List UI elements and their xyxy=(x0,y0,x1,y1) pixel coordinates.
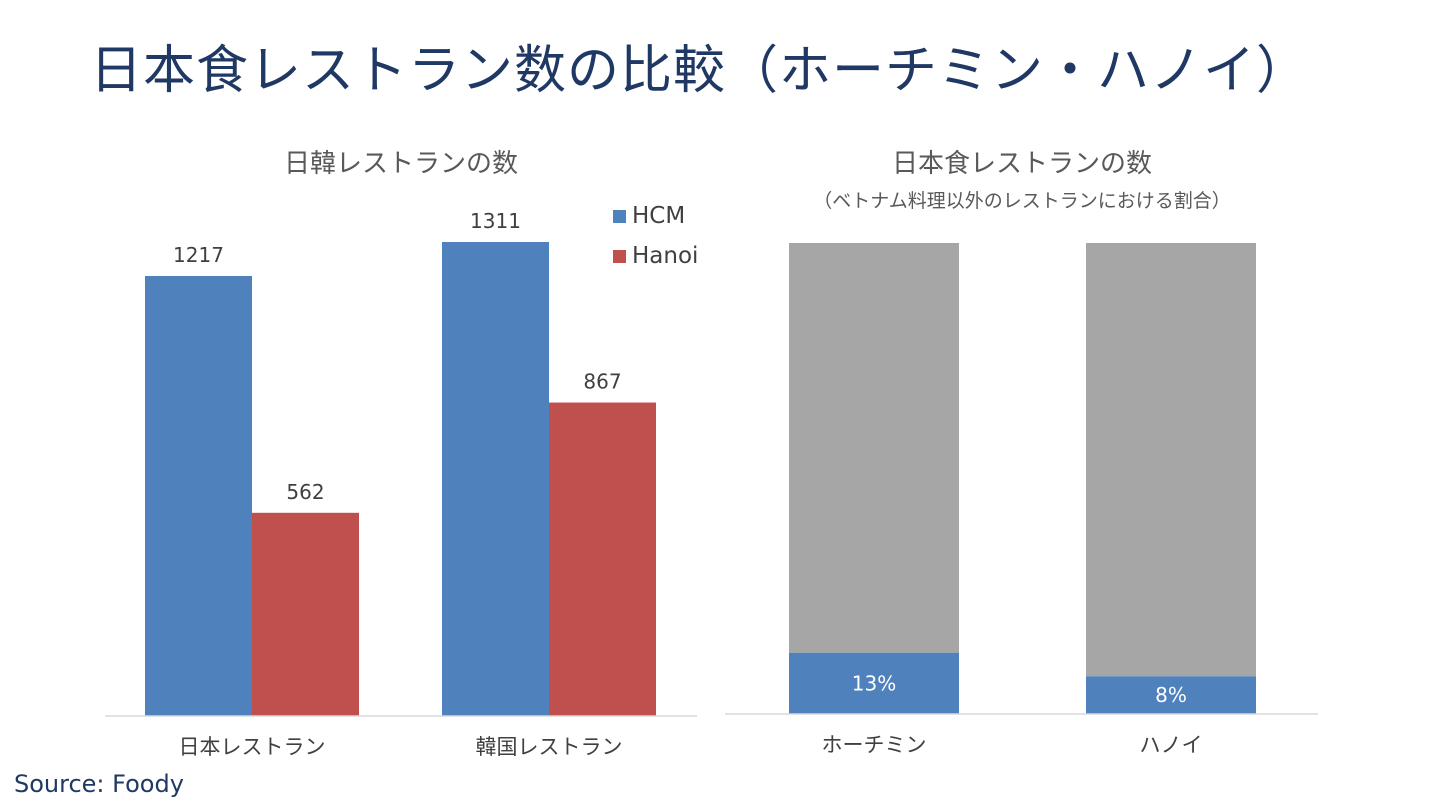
x-tick-label: 韓国レストラン xyxy=(476,735,623,759)
source-note: Source: Foody xyxy=(14,770,184,798)
chart-left-legend: HCM Hanoi xyxy=(613,203,698,269)
chart-left-title: 日韓レストランの数 xyxy=(284,149,518,179)
share-value-label: 8% xyxy=(1155,683,1187,707)
legend-label-1: Hanoi xyxy=(632,243,698,269)
bar-hanoi-0 xyxy=(252,512,359,716)
bar-hanoi-1 xyxy=(549,402,656,716)
chart-right-title: 日本食レストランの数 xyxy=(892,149,1152,179)
chart-right-xticks: ホーチミン ハノイ xyxy=(822,733,1203,757)
legend-label-0: HCM xyxy=(632,203,685,229)
chart-right-subtitle: （ベトナム料理以外のレストランにおける割合） xyxy=(813,190,1230,212)
legend-swatch-0 xyxy=(613,210,626,223)
chart-right-bars: 13% 8% xyxy=(789,243,1256,714)
chart-left-xticks: 日本レストラン 韓国レストラン xyxy=(179,735,623,759)
share-value-label: 13% xyxy=(852,671,896,695)
x-tick-label: ハノイ xyxy=(1140,733,1203,757)
bar-japanese-share-1 xyxy=(1086,676,1256,714)
bar-hcm-0 xyxy=(145,275,252,716)
bar-hcm-1 xyxy=(442,242,549,716)
bar-japanese-share-0 xyxy=(789,652,959,714)
bar-other-0 xyxy=(789,243,959,653)
legend-swatch-1 xyxy=(613,250,626,263)
bar-value-label: 1217 xyxy=(173,243,224,267)
chart-left-bars: 1217 562 1311 867 xyxy=(145,209,656,716)
x-tick-label: ホーチミン xyxy=(822,733,927,757)
bar-value-label: 867 xyxy=(583,370,621,394)
bar-other-1 xyxy=(1086,243,1256,677)
bar-value-label: 562 xyxy=(286,480,324,504)
bar-value-label: 1311 xyxy=(470,209,521,233)
x-tick-label: 日本レストラン xyxy=(179,735,326,759)
chart-right: 日本食レストランの数 （ベトナム料理以外のレストランにおける割合） 13% 8% … xyxy=(725,149,1318,757)
page-title: 日本食レストラン数の比較（ホーチミン・ハノイ） xyxy=(90,41,1310,101)
